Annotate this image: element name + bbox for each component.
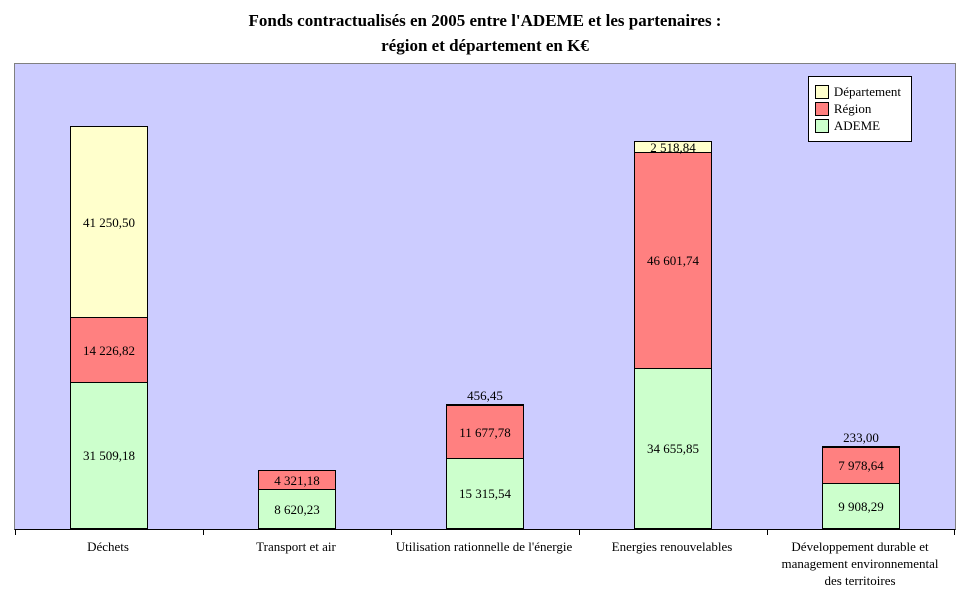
- bar-value-label: 41 250,50: [83, 214, 135, 230]
- bar-segment-ademe: 15 315,54: [446, 458, 524, 529]
- x-axis-tick: [954, 530, 955, 535]
- chart-title: Fonds contractualisés en 2005 entre l'AD…: [0, 8, 970, 58]
- bar-segment-region: 11 677,78: [446, 405, 524, 459]
- bar-segment-region: 46 601,74: [634, 152, 712, 369]
- x-axis-tick: [15, 530, 16, 535]
- x-axis-label: Transport et air: [256, 539, 336, 554]
- legend-label: Département: [833, 84, 901, 99]
- bar-segment-ademe: 8 620,23: [258, 489, 336, 529]
- plot-area: Département Région ADEME 31 509,18 14 226,8…: [14, 63, 956, 535]
- x-axis-tick: [767, 530, 768, 535]
- chart-title-line1: Fonds contractualisés en 2005 entre l'AD…: [248, 11, 722, 30]
- legend-swatch-icon: [814, 119, 829, 133]
- bar-segment-ademe: 34 655,85: [634, 368, 712, 529]
- bar-value-label: 15 315,54: [459, 486, 511, 501]
- bar-value-label: 46 601,74: [647, 253, 699, 268]
- bar-value-label: 2 518,84: [650, 139, 696, 155]
- bar-value-label: 8 620,23: [274, 501, 320, 517]
- bar-segment-departement: [822, 446, 900, 448]
- legend-item-departement: Département: [814, 84, 901, 99]
- x-axis-label: Déchets: [87, 539, 129, 554]
- legend-label: Région: [833, 101, 872, 116]
- bar-value-label: 233,00: [843, 430, 879, 445]
- bar-value-label: 456,45: [467, 388, 503, 403]
- x-axis-label: Développement durable et management envi…: [781, 539, 939, 588]
- bar-segment-departement: [446, 404, 524, 406]
- legend-item-region: Région: [814, 101, 901, 116]
- x-axis-labels: Déchets Transport et air Utilisation ratio…: [14, 538, 956, 589]
- legend-item-ademe: ADEME: [814, 118, 901, 133]
- bar-value-label: 11 677,78: [459, 424, 511, 440]
- bar-segment-departement: 41 250,50: [70, 126, 148, 318]
- x-axis-tick: [391, 530, 392, 535]
- bar-segment-ademe: 9 908,29: [822, 483, 900, 529]
- bar-value-label: 14 226,82: [83, 342, 135, 358]
- bar-segment-ademe: 31 509,18: [70, 382, 148, 529]
- legend-swatch-icon: [814, 102, 829, 116]
- legend-swatch-icon: [814, 85, 829, 99]
- bar-value-label: 31 509,18: [83, 448, 135, 463]
- x-axis-tick: [579, 530, 580, 535]
- x-axis-label: Energies renouvelables: [611, 539, 733, 554]
- bar-value-label: 7 978,64: [838, 458, 884, 473]
- x-axis-tick: [203, 530, 204, 535]
- legend: Département Région ADEME: [807, 76, 912, 142]
- chart-title-line2: région et département en K€: [381, 36, 589, 55]
- bar-value-label: 9 908,29: [838, 498, 884, 514]
- bar-segment-departement: 2 518,84: [634, 139, 712, 155]
- bar-segment-region: 14 226,82: [70, 317, 148, 383]
- bar-value-label: 34 655,85: [647, 441, 699, 456]
- bar-segment-region: 4 321,18: [258, 470, 336, 490]
- x-axis-label: Utilisation rationnelle de l'énergie: [395, 539, 573, 554]
- bar-value-label: 4 321,18: [274, 472, 320, 488]
- bar-segment-region: 7 978,64: [822, 447, 900, 484]
- legend-label: ADEME: [833, 118, 881, 133]
